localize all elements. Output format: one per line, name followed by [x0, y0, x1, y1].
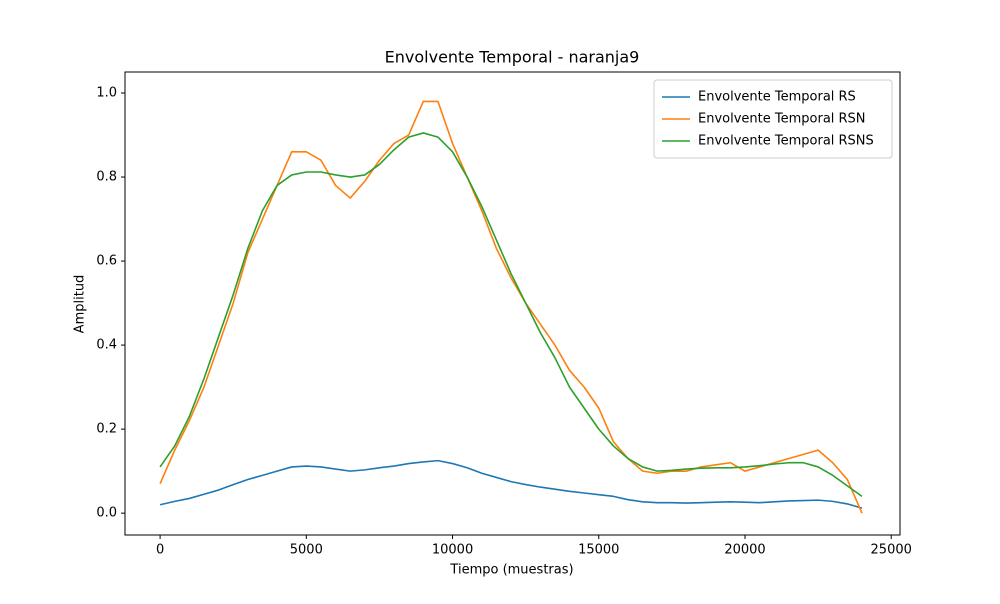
chart-title: Envolvente Temporal - naranja9 [385, 48, 640, 67]
y-tick-label: 0.8 [96, 170, 117, 185]
series-line [159, 132, 863, 497]
y-tick-label: 0.4 [96, 338, 117, 353]
x-tick-label: 10000 [432, 543, 473, 558]
x-tick-label: 0 [156, 543, 164, 558]
legend-label: Envolvente Temporal RSN [698, 112, 866, 127]
y-axis-label: Amplitud [73, 275, 88, 334]
x-axis-label: Tiempo (muestras) [449, 563, 573, 578]
x-tick-label: 20000 [724, 543, 765, 558]
legend-label: Envolvente Temporal RS [698, 90, 856, 105]
x-tick-label: 5000 [290, 543, 323, 558]
x-tick-label: 15000 [578, 543, 619, 558]
y-tick-label: 0.2 [96, 422, 117, 437]
x-tick-label: 25000 [871, 543, 912, 558]
legend-label: Envolvente Temporal RSNS [698, 134, 874, 149]
series-line [159, 459, 863, 509]
y-tick-label: 0.0 [96, 506, 117, 521]
legend-box [653, 79, 893, 159]
y-tick-label: 0.6 [96, 254, 117, 269]
y-tick-label: 1.0 [96, 86, 117, 101]
plot-frame [124, 71, 901, 536]
